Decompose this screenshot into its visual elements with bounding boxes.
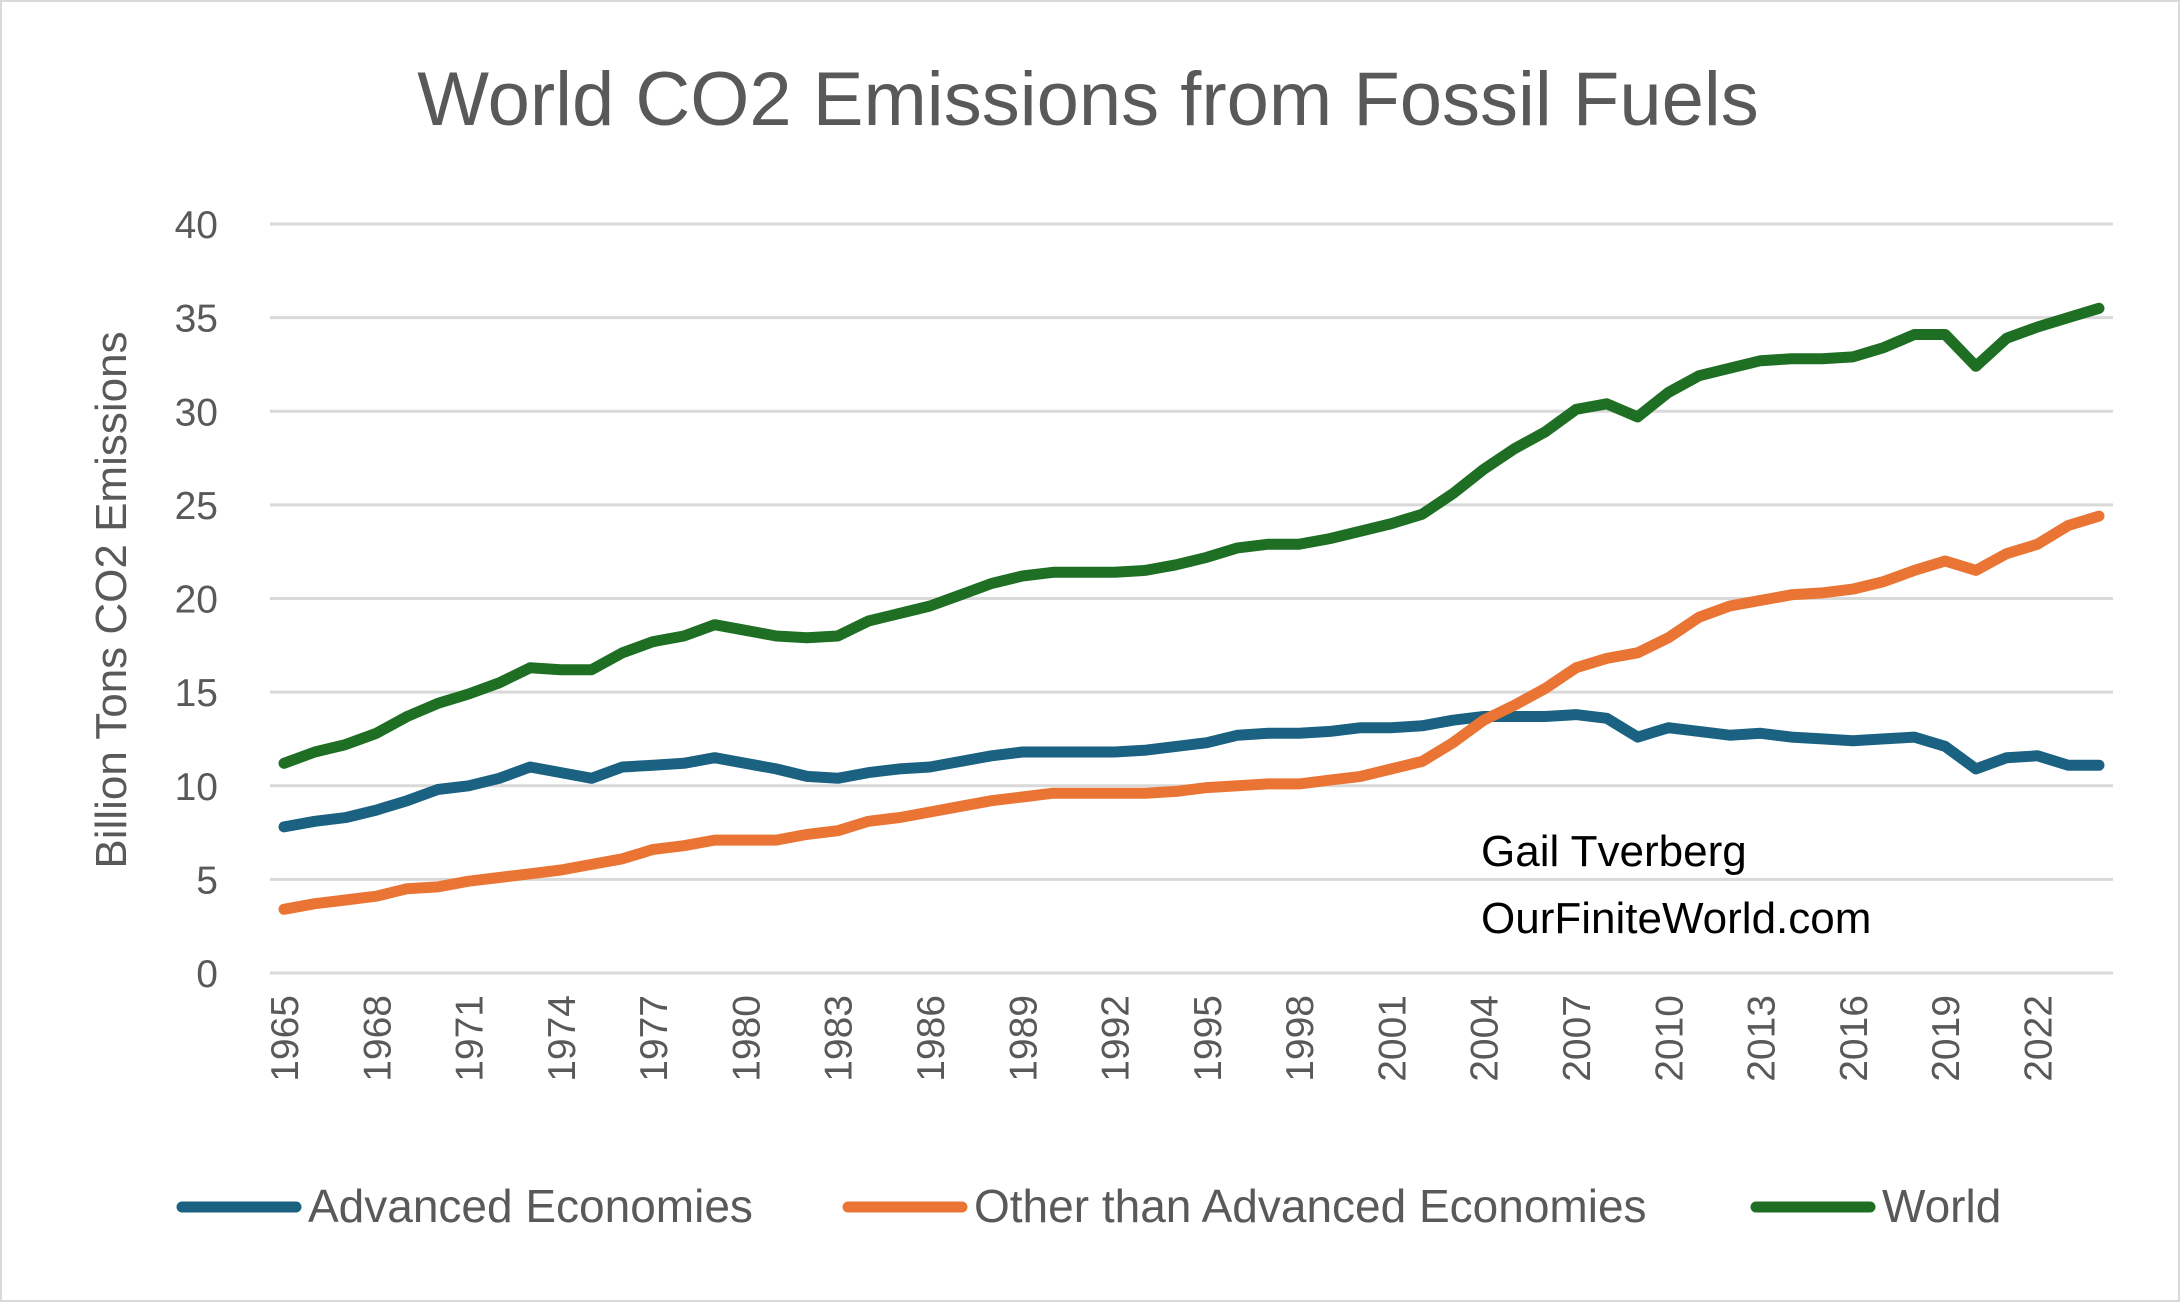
- chart-title: World CO2 Emissions from Fossil Fuels: [417, 57, 1759, 142]
- legend-label: World: [1882, 1180, 2001, 1232]
- legend-label: Advanced Economies: [308, 1180, 753, 1232]
- x-tick-label: 2016: [1833, 995, 1876, 1082]
- y-tick-label: 30: [175, 391, 218, 434]
- x-tick-labels: 1965 1968 1971 1974 1977 1980 1983 1986 1989 1992…: [264, 995, 2060, 1082]
- x-tick-label: 2004: [1464, 995, 1507, 1082]
- x-tick-label: 1974: [541, 995, 584, 1082]
- y-tick-label: 35: [175, 298, 218, 341]
- y-tick-labels: 0 5 10 15 20 25 30 35 40: [175, 204, 218, 996]
- y-tick-label: 25: [175, 485, 218, 528]
- x-tick-label: 1989: [1002, 995, 1045, 1082]
- x-tick-label: 1986: [910, 995, 953, 1082]
- series-line-advanced-economies: [278, 709, 2105, 833]
- x-tick-label: 1983: [818, 995, 861, 1082]
- series-line-other-than-advanced-economies: [278, 510, 2105, 915]
- legend-item: Other than Advanced Economies: [842, 1180, 1647, 1232]
- y-tick-label: 20: [175, 579, 218, 622]
- watermark-author: Gail Tverberg: [1481, 827, 1747, 876]
- legend-item: Advanced Economies: [176, 1180, 753, 1232]
- y-tick-label: 10: [175, 766, 218, 809]
- x-tick-label: 1971: [449, 995, 492, 1082]
- x-tick-label: 1977: [633, 995, 676, 1082]
- x-tick-label: 2007: [1556, 995, 1599, 1082]
- y-tick-label: 0: [196, 953, 218, 996]
- x-tick-label: 1965: [264, 995, 307, 1082]
- x-tick-label: 1998: [1279, 995, 1322, 1082]
- series-lines: [278, 302, 2105, 915]
- x-tick-label: 1992: [1095, 995, 1138, 1082]
- x-tick-label: 1968: [356, 995, 399, 1082]
- x-tick-label: 2019: [1925, 995, 1968, 1082]
- x-tick-label: 1980: [725, 995, 768, 1082]
- legend-label: Other than Advanced Economies: [974, 1180, 1647, 1232]
- x-tick-label: 1995: [1187, 995, 1230, 1082]
- x-tick-label: 2010: [1648, 995, 1691, 1082]
- legend: Advanced Economies Other than Advanced Ec…: [176, 1180, 2001, 1232]
- y-tick-label: 40: [175, 204, 218, 247]
- x-tick-label: 2013: [1741, 995, 1784, 1082]
- legend-item: World: [1750, 1180, 2001, 1232]
- gridlines: [270, 222, 2113, 975]
- series-line-world: [278, 302, 2105, 769]
- x-tick-label: 2022: [2017, 995, 2060, 1082]
- y-tick-label: 5: [196, 859, 218, 902]
- x-tick-label: 2001: [1371, 995, 1414, 1082]
- watermark-site: OurFiniteWorld.com: [1481, 894, 1871, 943]
- y-axis-label: Billion Tons CO2 Emissions: [87, 331, 136, 868]
- y-tick-label: 15: [175, 672, 218, 715]
